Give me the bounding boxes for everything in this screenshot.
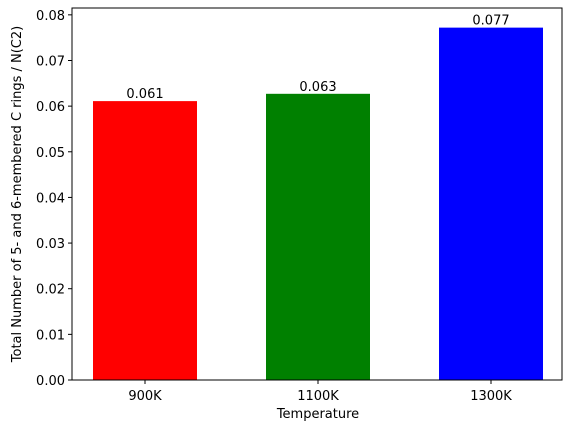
value-label: 0.063 [299, 80, 336, 95]
y-tick-label: 0.00 [36, 374, 65, 389]
x-axis-label: Temperature [276, 407, 359, 422]
bar [266, 93, 370, 381]
y-tick-label: 0.02 [36, 283, 65, 298]
y-tick-label: 0.01 [36, 328, 65, 343]
value-label: 0.061 [126, 87, 163, 102]
bar [93, 101, 197, 381]
y-tick-label: 0.04 [36, 191, 65, 206]
y-tick-label: 0.08 [36, 9, 65, 24]
x-tick-label: 900K [128, 389, 162, 404]
y-tick-label: 0.06 [36, 100, 65, 115]
value-label: 0.077 [472, 14, 509, 29]
bar [439, 27, 543, 381]
x-tick-label: 1100K [297, 389, 339, 404]
y-tick-label: 0.07 [36, 54, 65, 69]
y-axis-label: Total Number of 5- and 6-membered C ring… [10, 26, 25, 363]
plot-frame [71, 7, 563, 381]
y-tick-label: 0.05 [36, 146, 65, 161]
x-tick-label: 1300K [470, 389, 512, 404]
y-tick-label: 0.03 [36, 237, 65, 252]
